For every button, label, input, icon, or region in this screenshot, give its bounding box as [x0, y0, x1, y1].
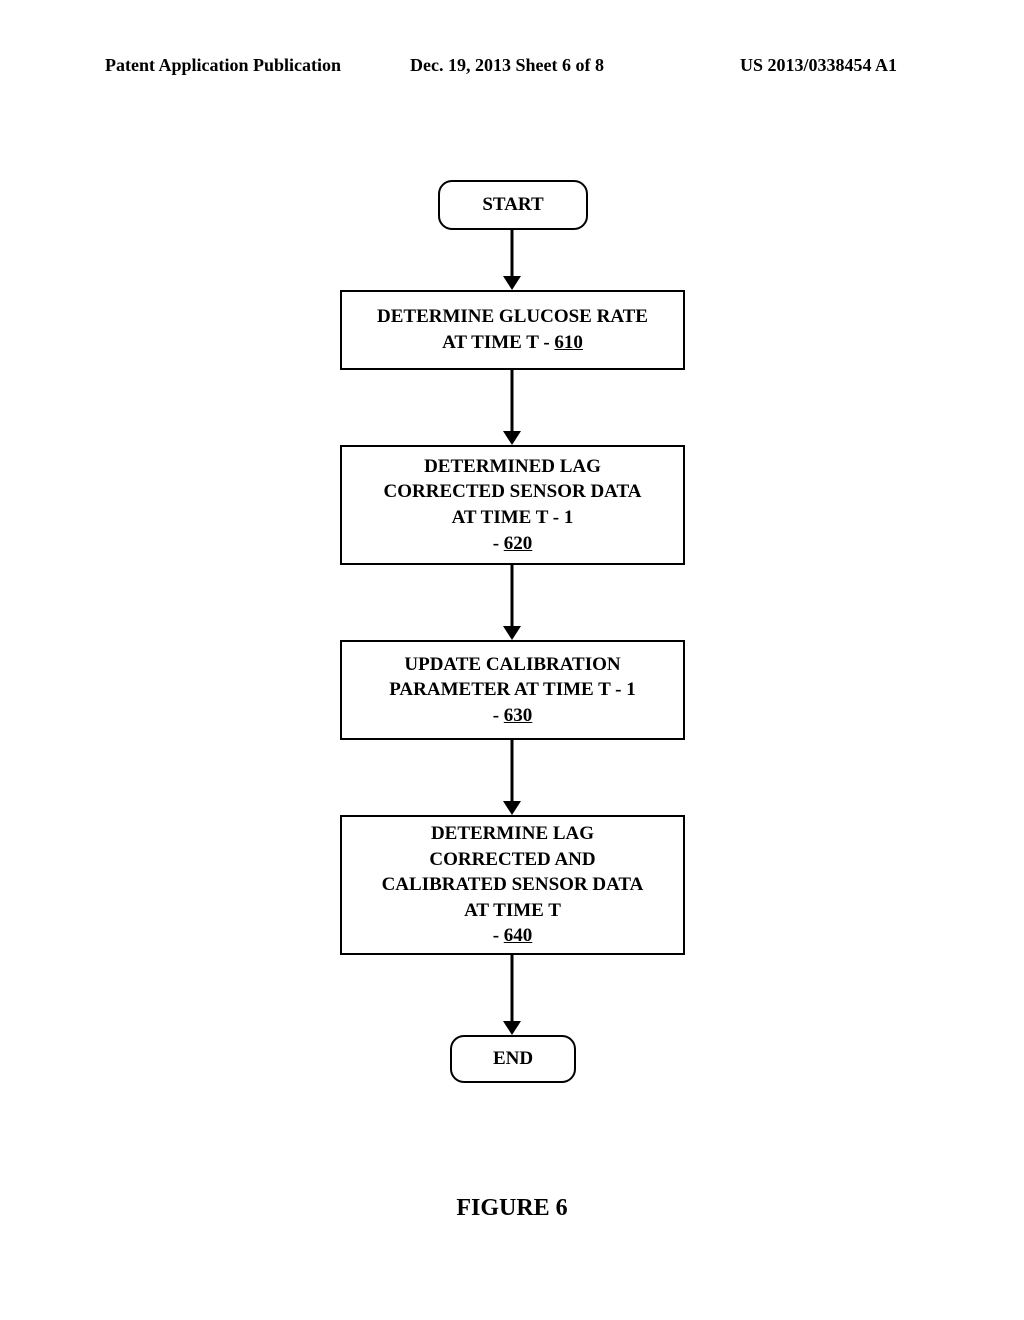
flow-edge — [511, 955, 514, 1023]
figure-caption: FIGURE 6 — [0, 1195, 1024, 1222]
flow-edge — [511, 230, 514, 278]
flow-node-n620: DETERMINED LAGCORRECTED SENSOR DATAAT TI… — [340, 445, 685, 565]
node-ref: 630 — [504, 705, 533, 726]
flow-node-start: START — [438, 180, 588, 230]
node-line: CORRECTED AND — [429, 847, 595, 873]
header-mid: Dec. 19, 2013 Sheet 6 of 8 — [410, 55, 604, 76]
node-ref: 640 — [504, 925, 533, 946]
node-line: AT TIME T - 1 — [452, 505, 574, 531]
node-line: UPDATE CALIBRATION — [404, 652, 620, 678]
node-line: AT TIME T - 610 — [442, 330, 583, 356]
node-line: CORRECTED SENSOR DATA — [384, 479, 642, 505]
node-ref-line: - 640 — [493, 923, 533, 949]
flow-edge — [511, 740, 514, 803]
header-right: US 2013/0338454 A1 — [740, 55, 897, 76]
node-label: START — [482, 192, 543, 218]
arrowhead-icon — [503, 626, 521, 640]
node-line: DETERMINE LAG — [431, 821, 594, 847]
arrowhead-icon — [503, 431, 521, 445]
node-ref-line: - 620 — [493, 531, 533, 557]
flow-node-n630: UPDATE CALIBRATIONPARAMETER AT TIME T - … — [340, 640, 685, 740]
node-ref-line: - 630 — [493, 703, 533, 729]
flow-edge — [511, 370, 514, 433]
node-line: DETERMINE GLUCOSE RATE — [377, 304, 648, 330]
flow-node-n640: DETERMINE LAGCORRECTED ANDCALIBRATED SEN… — [340, 815, 685, 955]
node-label: END — [493, 1046, 533, 1072]
flow-node-end: END — [450, 1035, 576, 1083]
header-left: Patent Application Publication — [105, 55, 341, 76]
flow-node-n610: DETERMINE GLUCOSE RATEAT TIME T - 610 — [340, 290, 685, 370]
node-line: DETERMINED LAG — [424, 454, 601, 480]
arrowhead-icon — [503, 276, 521, 290]
arrowhead-icon — [503, 1021, 521, 1035]
node-ref: 620 — [504, 533, 533, 554]
flow-edge — [511, 565, 514, 628]
node-line: PARAMETER AT TIME T - 1 — [389, 677, 636, 703]
arrowhead-icon — [503, 801, 521, 815]
node-ref: 610 — [554, 332, 583, 353]
node-line: AT TIME T — [464, 898, 561, 924]
node-line: CALIBRATED SENSOR DATA — [382, 872, 644, 898]
